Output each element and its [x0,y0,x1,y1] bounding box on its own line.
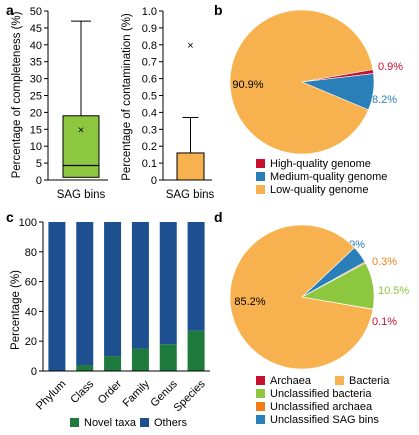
c-y-tick-label: 0 [31,366,37,378]
c-x-tick-label: Phylum [34,378,68,412]
a2-y-tick-label: 0.7 [142,57,157,69]
novel-taxa-stacked-bar: Percentage (%) 0 20 40 60 80 100 Phylum Class Or… [10,217,210,414]
c-y-axis-label: Percentage (%) [10,270,22,350]
a1-y-tick-label: 10 [30,141,42,153]
c-x-tick-label: Class [68,378,96,406]
c-x-tick-label: Species [171,378,208,415]
a2-y-tick-label: 0.9 [142,23,157,35]
c-bar-others [131,222,149,349]
c-legend-label: Novel taxa [84,417,137,429]
c-bar-novel-taxa [131,348,149,371]
b-slice-label: 0.9% [378,61,403,73]
d-slice-label: 0.3% [372,256,397,268]
a1-y-tick-label: 25 [30,91,42,103]
c-bar-others [159,222,177,345]
a2-bar [176,152,205,181]
a1-y-tick-label: 5 [36,158,42,170]
d-legend-swatch [256,389,265,398]
completeness-boxplot: Percentage of completeness (%) SAG bins … [11,6,108,201]
d-legend-swatch [256,376,265,385]
c-bar-novel-taxa [76,365,94,371]
a2-y-tick-label: 1.0 [142,6,157,18]
b-legend-swatch [256,172,265,181]
c-bar-novel-taxa [187,330,205,371]
a1-y-tick-label: 40 [30,40,42,52]
a2-y-tick-label: 0.3 [142,124,157,136]
b-legend-label: Medium-quality genome [270,171,387,183]
a1-y-tick-label: 45 [30,23,42,35]
a1-y-tick-label: 50 [30,6,42,18]
taxonomy-pie: 0.1%10.5%0.3%3.9%85.2% [229,224,409,370]
a2-y-tick-label: 0.4 [142,107,157,119]
a2-y-tick-label: 0.1 [142,158,157,170]
a1-y-tick-label: 30 [30,74,42,86]
c-y-tick-label: 40 [25,306,37,318]
b-legend-swatch [256,159,265,168]
d-legend-label: Unclassified bacteria [270,388,372,400]
a2-outlier-marker: × [187,40,193,52]
d-legend-swatch [256,415,265,424]
c-legend-swatch [140,418,149,427]
c-y-tick-label: 80 [25,247,37,259]
panel-label-b: b [214,2,223,18]
a2-y-tick-label: 0.2 [142,141,157,153]
b-slice-label: 90.9% [232,79,263,91]
a1-y-tick-label: 0 [36,175,42,187]
a2-y-tick-label: 0 [151,175,157,187]
a1-box [62,115,100,178]
b-legend-label: Low-quality genome [270,184,368,196]
a2-x-axis-label: SAG bins [166,189,215,201]
b-slice-label: 8.2% [372,94,397,106]
d-legend-label: Unclassified archaea [270,401,373,413]
d-legend-label: Archaea [270,375,312,387]
d-legend-swatch [335,376,344,385]
panel-label-a: a [6,2,14,18]
c-legend-label: Others [154,417,188,429]
a1-x-axis-label: SAG bins [57,189,106,201]
c-bar-novel-taxa [159,344,177,371]
a1-y-axis-label: Percentage of completeness (%) [11,11,23,178]
c-bar-others [76,222,94,366]
d-slice [229,224,374,370]
a1-y-tick-label: 20 [30,107,42,119]
d-legend-label: Unclassified SAG bins [270,414,379,426]
b-slice [229,9,374,155]
c-x-tick-label: Order [96,378,125,407]
contamination-bar-chart: Percentage of contamination (%) SAG bins… [121,6,215,201]
b-legend-label: High-quality genome [270,158,371,170]
d-slice-label: 0.1% [372,316,397,328]
a2-y-axis-label: Percentage of contamination (%) [121,13,133,181]
novel-taxa-legend: Novel taxa Others [70,417,188,429]
c-legend-swatch [70,418,79,427]
d-slice-label: 85.2% [234,296,265,308]
a1-y-tick-label: 15 [30,124,42,136]
panel-label-c: c [6,209,14,225]
genome-quality-pie: 0.9% 8.2% 90.9% [229,9,403,155]
d-legend-swatch [256,402,265,411]
c-bar-others [187,222,205,331]
c-y-tick-label: 100 [19,217,37,229]
c-bar-novel-taxa [104,356,122,371]
c-bar-others [104,222,122,357]
a1-mean-marker: × [78,124,84,136]
a2-y-tick-label: 0.8 [142,40,157,52]
c-y-tick-label: 60 [25,277,37,289]
c-x-tick-label: Family [121,378,153,410]
d-legend-label: Bacteria [349,375,390,387]
a2-y-tick-label: 0.6 [142,74,157,86]
a1-y-tick-label: 35 [30,57,42,69]
c-y-tick-label: 20 [25,336,37,348]
panel-label-d: d [214,209,223,225]
d-slice-label: 10.5% [378,285,409,297]
a2-y-tick-label: 0.5 [142,91,157,103]
b-legend-swatch [256,185,265,194]
c-bar-others [48,222,66,371]
